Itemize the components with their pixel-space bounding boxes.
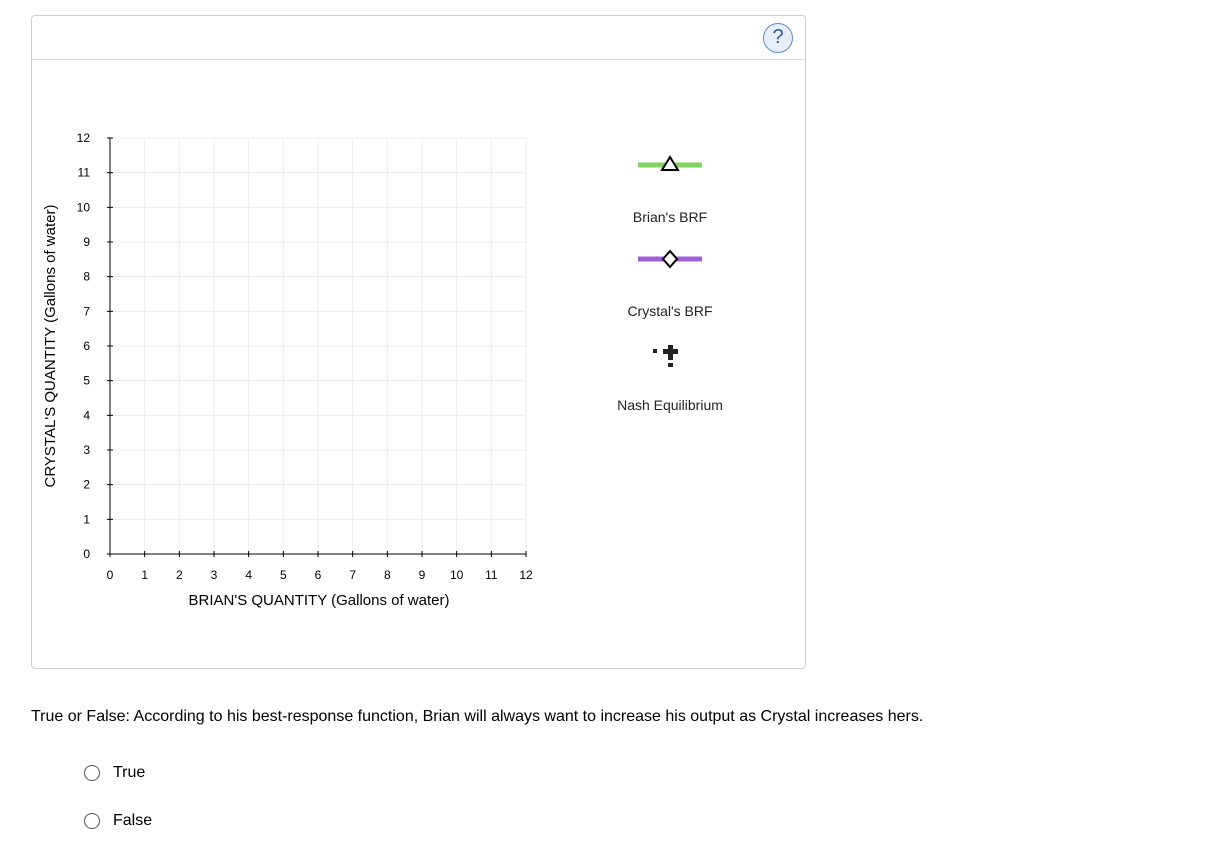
panel-header (32, 16, 805, 60)
question-text: True or False: According to his best-res… (31, 708, 924, 725)
x-tick-label: 1 (141, 568, 148, 582)
graph-panel: ? 0 1 2 3 4 5 6 7 8 9 10 11 12 0 1 2 3 4 5 6 7 8 9 10 11 12 BRIAN… (31, 15, 806, 669)
y-tick-label: 3 (83, 443, 90, 457)
x-tick-label: 3 (211, 568, 218, 582)
x-tick-label: 2 (176, 568, 183, 582)
y-axis-label: CRYSTAL'S QUANTITY (Gallons of water) (42, 205, 59, 488)
x-tick-label: 5 (280, 568, 287, 582)
legend-label: Nash Equilibrium (617, 397, 723, 413)
triangle-icon[interactable] (580, 154, 760, 178)
y-tick-label: 10 (77, 200, 91, 214)
grid (109, 137, 527, 555)
diamond-icon[interactable] (580, 247, 760, 271)
y-tick-label: 11 (78, 166, 91, 180)
legend-brians-brf[interactable]: Brian's BRF (580, 154, 760, 225)
x-axis-label: BRIAN'S QUANTITY (Gallons of water) (189, 592, 450, 609)
radio-false[interactable] (84, 813, 100, 829)
option-label: False (113, 812, 153, 829)
legend-label: Crystal's BRF (627, 303, 713, 319)
cross-icon[interactable] (580, 343, 760, 369)
x-tick-label: 11 (485, 568, 498, 582)
y-tick-label: 2 (83, 478, 90, 492)
x-tick-label: 4 (245, 568, 252, 582)
x-tick-label: 12 (519, 568, 533, 582)
x-tick-label: 6 (315, 568, 322, 582)
radio-true[interactable] (84, 765, 100, 781)
y-tick-label: 4 (83, 408, 90, 422)
legend-nash-equilibrium[interactable]: Nash Equilibrium (580, 343, 760, 413)
x-tick-label: 9 (419, 568, 426, 582)
option-label: True (113, 764, 146, 781)
y-tick-label: 6 (83, 339, 90, 353)
y-tick-label: 12 (77, 131, 91, 145)
x-tick-label: 0 (107, 568, 114, 582)
x-tick-label: 7 (349, 568, 356, 582)
legend-crystals-brf[interactable]: Crystal's BRF (580, 247, 760, 319)
option-true[interactable]: True (84, 762, 145, 784)
y-tick-label: 5 (83, 374, 90, 388)
legend-label: Brian's BRF (632, 209, 708, 225)
y-tick-label: 1 (83, 512, 90, 526)
x-tick-label: 10 (450, 568, 464, 582)
y-tick-label: 0 (83, 547, 90, 561)
x-tick-label: 8 (384, 568, 391, 582)
y-tick-label: 9 (83, 235, 90, 249)
y-tick-label: 7 (83, 304, 90, 318)
y-tick-label: 8 (83, 270, 90, 284)
help-button[interactable]: ? (763, 23, 793, 53)
option-false[interactable]: False (84, 810, 152, 832)
